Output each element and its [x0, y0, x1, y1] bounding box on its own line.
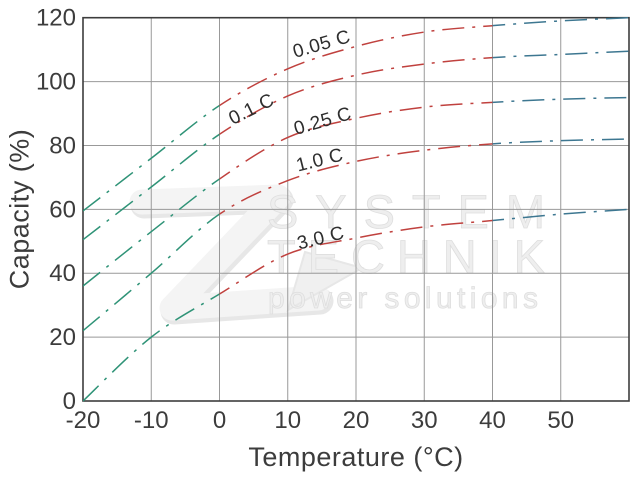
y-axis-title: Capacity (%): [4, 128, 35, 290]
curve-1.0c: [492, 138, 629, 145]
x-axis-title: Temperature (°C): [248, 442, 464, 472]
curve-0.25c: [492, 96, 629, 104]
x-tick-label: 40: [479, 407, 506, 434]
watermark-logo-icon: [286, 250, 365, 313]
x-tick-label: 20: [343, 407, 370, 434]
curves: [83, 16, 629, 402]
y-tick-label: 20: [49, 324, 76, 351]
x-tick-label: 0: [213, 407, 226, 434]
y-tick-label: 100: [36, 69, 76, 96]
y-tick-label: 40: [49, 260, 76, 287]
y-tick-label: 80: [49, 132, 76, 159]
curve-0.1c: [83, 133, 220, 241]
x-tick-label: 10: [274, 407, 301, 434]
curve-label-1.0c: 1.0 C: [294, 145, 346, 177]
y-tick-label: 120: [36, 5, 76, 32]
curve-label-0.25c: 0.25 C: [292, 103, 354, 139]
curve-0.05c: [492, 16, 629, 27]
curve-0.05c: [83, 104, 220, 212]
plot-frame: [82, 16, 630, 402]
y-tick-label: 0: [63, 388, 76, 415]
x-tick-label: -10: [134, 407, 169, 434]
curve-label-0.05c: 0.05 C: [291, 26, 353, 62]
curve-3.0c: [492, 208, 629, 222]
curve-0.1c: [492, 50, 629, 59]
x-tick-label: 50: [547, 407, 574, 434]
y-tick-label: 60: [49, 196, 76, 223]
x-tick-label: 30: [411, 407, 438, 434]
curve-label-0.1c: 0.1 C: [226, 90, 278, 130]
x-tick-label: -20: [66, 407, 101, 434]
watermark-text-line2: TECHNIK: [267, 230, 545, 283]
grid: [83, 17, 629, 401]
